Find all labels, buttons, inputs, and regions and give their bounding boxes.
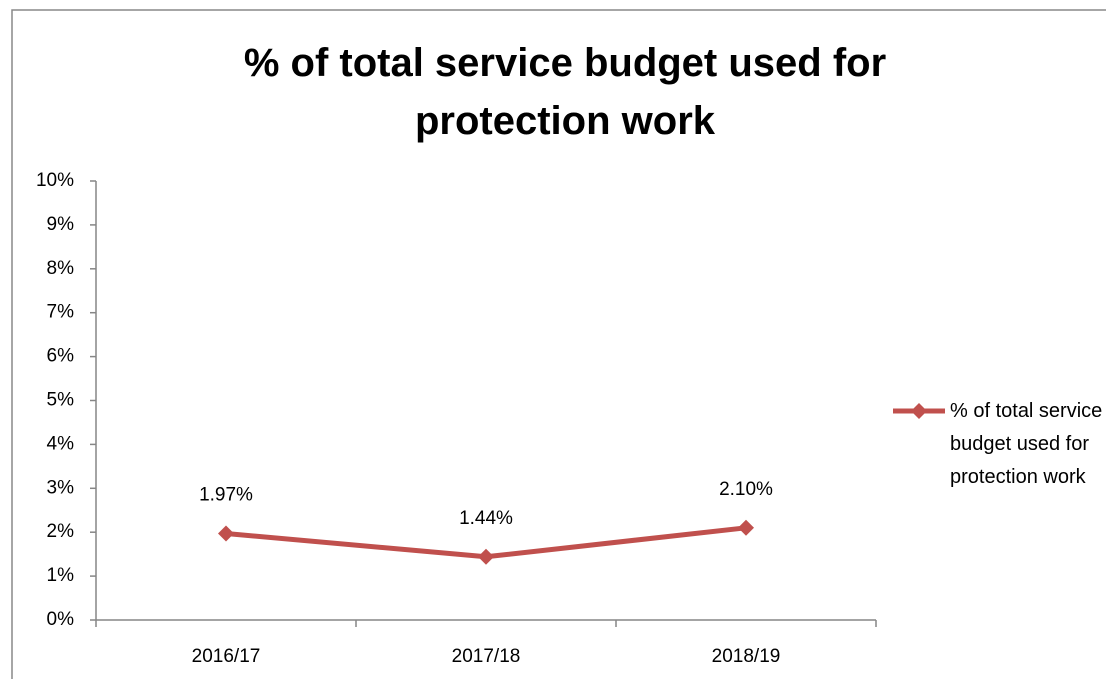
data-label: 1.97% (199, 485, 253, 506)
data-point (478, 548, 494, 565)
y-tick-label: 7% (47, 302, 75, 323)
x-tick-label: 2018/19 (712, 646, 781, 667)
x-tick-label: 2017/18 (452, 646, 521, 667)
data-label: 2.10% (719, 479, 773, 500)
y-tick-label: 6% (47, 346, 75, 367)
y-tick-label: 0% (47, 609, 75, 630)
y-tick-label: 2% (47, 521, 75, 542)
y-tick-label: 8% (47, 258, 75, 279)
legend-label: % of total service budget used for prote… (950, 400, 1103, 488)
y-tick-label: 5% (47, 390, 75, 411)
data-point (738, 519, 754, 536)
y-tick-label: 4% (47, 433, 75, 454)
y-tick-label: 9% (47, 214, 75, 235)
y-tick-label: 10% (36, 170, 74, 191)
data-label: 1.44% (459, 508, 513, 529)
legend-marker (911, 403, 927, 419)
chart-frame (11, 9, 1106, 679)
chart-title: % of total service budget used for prote… (243, 41, 887, 143)
x-tick-label: 2016/17 (192, 646, 261, 667)
y-tick-label: 1% (47, 565, 75, 586)
data-point (218, 525, 234, 542)
y-tick-label: 3% (47, 477, 75, 498)
